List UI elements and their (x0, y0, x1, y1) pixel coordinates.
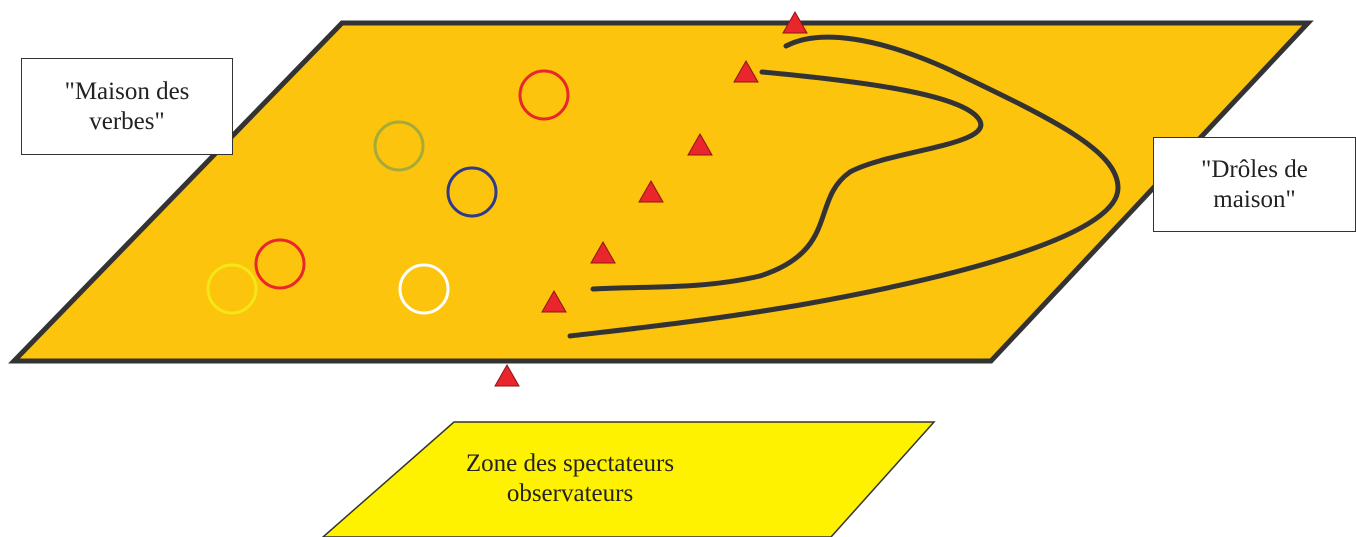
maison-des-verbes-text: "Maison des verbes" (64, 77, 190, 135)
cone-5 (541, 289, 567, 313)
cone-bottom-edge (494, 363, 520, 387)
spectator-zone (321, 421, 936, 537)
spectator-zone-label: Zone des spectateurs observateurs (465, 450, 675, 507)
hoop-yellow (206, 263, 258, 315)
path-line-outer (567, 34, 1121, 339)
cone-3 (638, 179, 664, 203)
droles-de-maison-text: "Drôles de maison" (1201, 155, 1308, 213)
hoop-red-top (518, 69, 570, 121)
hoop-red-left (254, 238, 306, 290)
maison-des-verbes-label: "Maison des verbes" (21, 58, 233, 155)
droles-de-maison-label: "Drôles de maison" (1153, 137, 1356, 232)
cone-2 (687, 132, 713, 156)
cone-top-edge (782, 10, 808, 34)
hoop-navy (446, 166, 498, 218)
playing-field (8, 20, 1314, 364)
cone-1 (733, 59, 759, 83)
cone-4 (590, 240, 616, 264)
hoop-white (398, 263, 450, 315)
path-line-inner (590, 69, 984, 292)
hoop-olive (373, 120, 425, 172)
